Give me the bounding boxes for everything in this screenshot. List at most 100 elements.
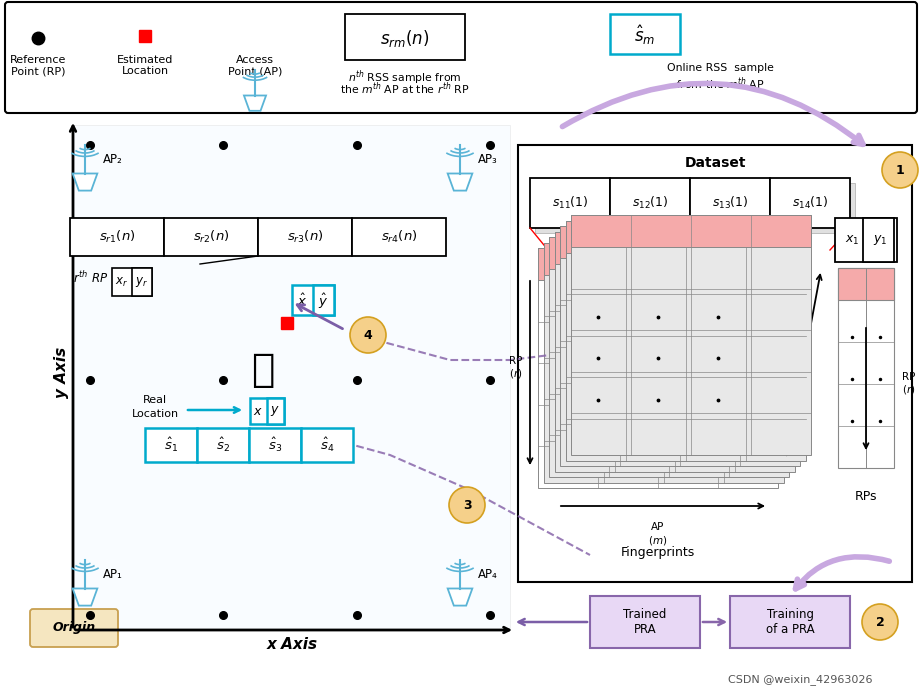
Text: Dataset: Dataset <box>684 156 746 170</box>
FancyBboxPatch shape <box>554 232 795 264</box>
FancyBboxPatch shape <box>560 226 800 466</box>
Text: CSDN @weixin_42963026: CSDN @weixin_42963026 <box>727 675 872 686</box>
Text: $s_{12}(1)$: $s_{12}(1)$ <box>632 195 668 211</box>
FancyBboxPatch shape <box>543 242 784 482</box>
Polygon shape <box>448 589 472 606</box>
Text: Origin: Origin <box>53 622 96 634</box>
Text: $\hat{x}$: $\hat{x}$ <box>297 293 307 309</box>
FancyBboxPatch shape <box>549 237 789 477</box>
Polygon shape <box>73 174 98 191</box>
Text: $s_{rm}(n)$: $s_{rm}(n)$ <box>380 28 430 49</box>
FancyBboxPatch shape <box>838 268 894 300</box>
FancyBboxPatch shape <box>554 232 795 471</box>
FancyBboxPatch shape <box>313 285 334 315</box>
Text: Trained
PRA: Trained PRA <box>623 608 667 636</box>
Circle shape <box>449 487 485 523</box>
FancyBboxPatch shape <box>565 221 806 253</box>
Text: the $m^{th}$ AP at the $r^{th}$ RP: the $m^{th}$ AP at the $r^{th}$ RP <box>340 80 470 96</box>
FancyBboxPatch shape <box>70 218 164 256</box>
Text: 4: 4 <box>363 328 372 341</box>
Text: Reference: Reference <box>10 55 66 65</box>
FancyBboxPatch shape <box>145 428 197 462</box>
Text: $s_{r4}(n)$: $s_{r4}(n)$ <box>381 229 418 245</box>
Circle shape <box>862 604 898 640</box>
Text: AP₄: AP₄ <box>478 568 498 580</box>
Text: AP₃: AP₃ <box>478 153 498 165</box>
FancyBboxPatch shape <box>549 237 789 269</box>
FancyBboxPatch shape <box>571 215 811 247</box>
FancyBboxPatch shape <box>730 596 850 648</box>
Text: $\hat{s}_1$: $\hat{s}_1$ <box>164 436 178 454</box>
Text: Estimated: Estimated <box>117 55 173 65</box>
Text: Location: Location <box>122 66 169 76</box>
Polygon shape <box>244 96 266 111</box>
Text: $\hat{s}_3$: $\hat{s}_3$ <box>268 436 282 454</box>
FancyBboxPatch shape <box>565 221 806 461</box>
Text: $s_{r3}(n)$: $s_{r3}(n)$ <box>287 229 324 245</box>
FancyBboxPatch shape <box>164 218 258 256</box>
Text: $s_{r2}(n)$: $s_{r2}(n)$ <box>193 229 230 245</box>
Text: Training
of a PRA: Training of a PRA <box>765 608 814 636</box>
FancyBboxPatch shape <box>30 609 118 647</box>
Text: 🚶: 🚶 <box>252 351 275 389</box>
Text: $y_1$: $y_1$ <box>873 233 887 247</box>
FancyBboxPatch shape <box>863 218 894 262</box>
FancyBboxPatch shape <box>267 398 284 424</box>
Text: $y$: $y$ <box>270 404 280 418</box>
Text: $\hat{s}_4$: $\hat{s}_4$ <box>320 436 334 454</box>
FancyBboxPatch shape <box>571 215 811 455</box>
Text: Real: Real <box>143 395 167 405</box>
Text: $x$: $x$ <box>253 405 263 418</box>
FancyBboxPatch shape <box>610 14 680 54</box>
Text: y Axis: y Axis <box>53 347 68 398</box>
FancyBboxPatch shape <box>838 268 894 468</box>
FancyBboxPatch shape <box>518 145 912 582</box>
Text: 2: 2 <box>876 616 884 629</box>
FancyBboxPatch shape <box>690 178 770 228</box>
FancyBboxPatch shape <box>197 428 249 462</box>
Text: $n^{th}$ RSS sample from: $n^{th}$ RSS sample from <box>349 68 462 87</box>
Polygon shape <box>73 589 98 606</box>
FancyBboxPatch shape <box>352 218 446 256</box>
FancyBboxPatch shape <box>610 178 690 228</box>
Text: Point (AP): Point (AP) <box>228 66 282 76</box>
Text: RP
$(r)$: RP $(r)$ <box>509 355 523 380</box>
FancyBboxPatch shape <box>132 268 152 296</box>
Text: AP₂: AP₂ <box>103 153 123 165</box>
Text: from the $m^{th}$ AP: from the $m^{th}$ AP <box>676 75 764 92</box>
FancyBboxPatch shape <box>112 268 152 296</box>
FancyBboxPatch shape <box>250 398 284 424</box>
FancyBboxPatch shape <box>615 183 695 233</box>
FancyBboxPatch shape <box>301 428 353 462</box>
FancyBboxPatch shape <box>835 218 897 262</box>
Text: AP₁: AP₁ <box>103 568 123 580</box>
Text: $\hat{y}$: $\hat{y}$ <box>318 291 328 311</box>
FancyBboxPatch shape <box>258 218 352 256</box>
Text: $x_1$: $x_1$ <box>845 233 859 246</box>
Text: AP
$(m)$: AP $(m)$ <box>648 522 668 547</box>
FancyBboxPatch shape <box>775 183 855 233</box>
Text: $r^{th}$ RP: $r^{th}$ RP <box>73 270 108 286</box>
FancyBboxPatch shape <box>590 596 700 648</box>
Text: RPs: RPs <box>855 490 877 503</box>
FancyBboxPatch shape <box>249 428 301 462</box>
Text: RP
$(r)$: RP $(r)$ <box>902 371 916 396</box>
FancyBboxPatch shape <box>530 178 610 228</box>
Circle shape <box>350 317 386 353</box>
FancyBboxPatch shape <box>695 183 775 233</box>
FancyBboxPatch shape <box>560 226 800 258</box>
Text: $\hat{s}_m$: $\hat{s}_m$ <box>634 23 656 46</box>
FancyBboxPatch shape <box>538 248 778 280</box>
Text: Fingerprints: Fingerprints <box>621 546 695 559</box>
Text: $x_r$: $x_r$ <box>115 276 128 289</box>
Text: Online RSS  sample: Online RSS sample <box>667 63 774 73</box>
Text: Point (RP): Point (RP) <box>11 66 65 76</box>
Text: Location: Location <box>132 409 179 419</box>
Text: x Axis: x Axis <box>267 637 318 652</box>
FancyBboxPatch shape <box>538 248 778 488</box>
FancyBboxPatch shape <box>292 285 334 315</box>
Polygon shape <box>448 174 472 191</box>
Text: Sample
$(n)$: Sample $(n)$ <box>843 237 882 262</box>
Text: 3: 3 <box>463 498 471 511</box>
Text: $s_{r1}(n)$: $s_{r1}(n)$ <box>99 229 136 245</box>
